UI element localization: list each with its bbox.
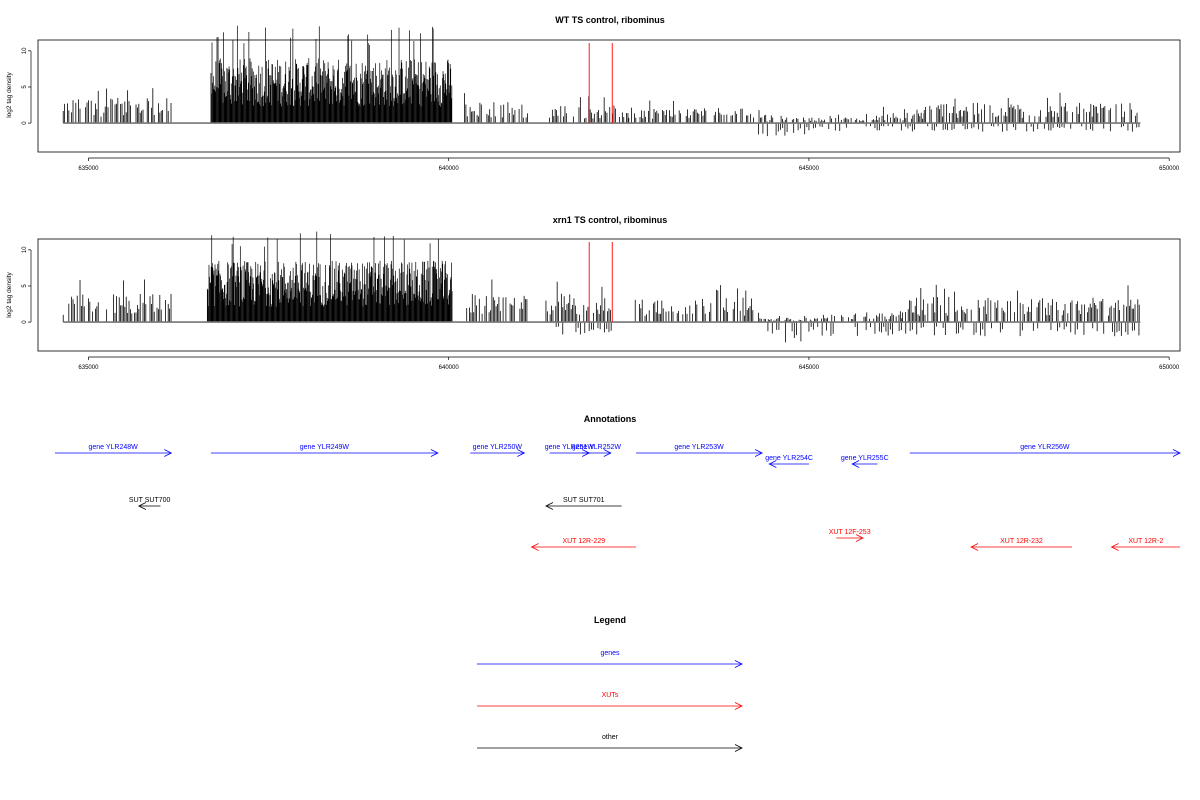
legend-arrow-head — [734, 660, 743, 668]
annotation-feature: gene YLR255C — [841, 455, 889, 468]
x-tick-label: 640000 — [439, 365, 460, 371]
annotation-feature: gene YLR250W — [470, 444, 526, 457]
annotations-panel: Annotations gene YLR248W gene YLR249W gene… — [55, 414, 1181, 551]
y-tick-label: 5 — [22, 284, 28, 288]
legend-item: genes — [477, 650, 743, 668]
annotation-feature: XUT 12F-253 — [829, 529, 871, 542]
x-tick-label: 635000 — [78, 166, 99, 172]
feature-label: gene YLR248W — [88, 444, 138, 451]
annotation-feature: gene YLR253W — [636, 444, 764, 457]
marker-lines — [588, 242, 613, 323]
feature-arrow-head — [768, 460, 777, 468]
feature-label: XUT 12R-229 — [562, 538, 605, 545]
feature-arrow-head — [603, 449, 612, 457]
plot-frame — [37, 39, 1181, 153]
x-tick-label: 650000 — [1159, 166, 1180, 172]
feature-label: SUT SUT700 — [129, 497, 171, 504]
annotation-feature: SUT SUT700 — [129, 497, 171, 510]
feature-label: gene YLR255C — [841, 455, 889, 462]
legend-items: genes XUTs other — [477, 650, 743, 752]
feature-arrow-head — [517, 449, 526, 457]
annotation-feature: gene YLR252W — [572, 444, 622, 457]
feature-arrow-head — [1110, 543, 1119, 551]
density-bars — [62, 231, 1140, 343]
feature-arrow-head — [851, 460, 860, 468]
feature-label: XUT 12R-232 — [1000, 538, 1043, 545]
y-axis-label: log2 tag density — [6, 71, 13, 117]
feature-arrow-head — [970, 543, 979, 551]
annotation-feature: gene YLR249W — [210, 444, 439, 457]
legend-arrow-head — [734, 702, 743, 710]
annotation-feature: gene YLR256W — [909, 444, 1181, 457]
legend-arrow-head — [734, 744, 743, 752]
feature-arrow-head — [137, 502, 147, 510]
y-tick-label: 10 — [22, 246, 28, 253]
wt-density-panel: WT TS control, ribominus log2 tag densit… — [6, 15, 1181, 172]
annotation-feature: gene YLR248W — [55, 444, 173, 457]
legend-item: XUTs — [477, 692, 743, 710]
feature-label: gene YLR254C — [765, 455, 813, 462]
plot-frame — [37, 238, 1181, 352]
y-tick-label: 0 — [22, 121, 28, 125]
y-axis-label: log2 tag density — [6, 271, 13, 317]
marker-lines — [588, 43, 613, 124]
legend-label: other — [602, 734, 619, 741]
feature-arrow-head — [754, 449, 764, 457]
legend-panel: Legend genes XUTs other — [477, 615, 743, 752]
annotation-features: gene YLR248W gene YLR249W gene YLR250W gene… — [55, 444, 1181, 551]
feature-arrow-head — [164, 449, 173, 457]
x-tick-label: 650000 — [1159, 365, 1180, 371]
x-tick-label: 645000 — [799, 166, 820, 172]
panel-title: WT TS control, ribominus — [555, 15, 665, 25]
feature-label: gene YLR253W — [674, 444, 724, 451]
annotation-feature: gene YLR254C — [765, 455, 813, 468]
y-tick-label: 5 — [22, 85, 28, 89]
panel-title: xrn1 TS control, ribominus — [553, 215, 668, 225]
x-axis: 635000 640000 645000 650000 — [78, 356, 1180, 371]
y-axis: 0 5 10 — [22, 246, 32, 324]
y-tick-label: 10 — [22, 47, 28, 54]
xrn1-density-panel: xrn1 TS control, ribominus log2 tag dens… — [6, 215, 1181, 371]
feature-label: XUT 12F-253 — [829, 529, 871, 536]
feature-label: SUT SUT701 — [563, 497, 605, 504]
annotation-feature: XUT 12R-2 — [1110, 538, 1180, 551]
feature-label: gene YLR252W — [572, 444, 622, 451]
feature-label: gene YLR251W — [545, 444, 595, 451]
annotation-feature: SUT SUT701 — [545, 497, 622, 510]
x-axis: 635000 640000 645000 650000 — [78, 157, 1180, 172]
feature-arrow-head — [545, 502, 554, 510]
feature-label: gene YLR256W — [1020, 444, 1070, 451]
y-axis: 0 5 10 — [22, 47, 32, 125]
x-tick-label: 635000 — [78, 365, 99, 371]
density-bars — [62, 25, 1140, 137]
legend-label: genes — [600, 650, 620, 657]
legend-label: XUTs — [602, 692, 619, 699]
feature-label: gene YLR250W — [473, 444, 523, 451]
x-tick-label: 640000 — [439, 166, 460, 172]
y-tick-label: 0 — [22, 320, 28, 324]
feature-arrow-head — [1172, 449, 1181, 457]
x-tick-label: 645000 — [799, 365, 820, 371]
annotations-title: Annotations — [584, 414, 637, 424]
legend-item: other — [477, 734, 743, 752]
feature-arrow-head — [530, 543, 539, 551]
legend-title: Legend — [594, 615, 626, 625]
feature-arrow-head — [855, 534, 864, 542]
annotation-feature: XUT 12R-232 — [970, 538, 1072, 551]
feature-arrow-head — [430, 449, 439, 457]
feature-label: gene YLR249W — [300, 444, 350, 451]
annotation-feature: XUT 12R-229 — [530, 538, 637, 551]
feature-label: XUT 12R-2 — [1128, 538, 1163, 545]
